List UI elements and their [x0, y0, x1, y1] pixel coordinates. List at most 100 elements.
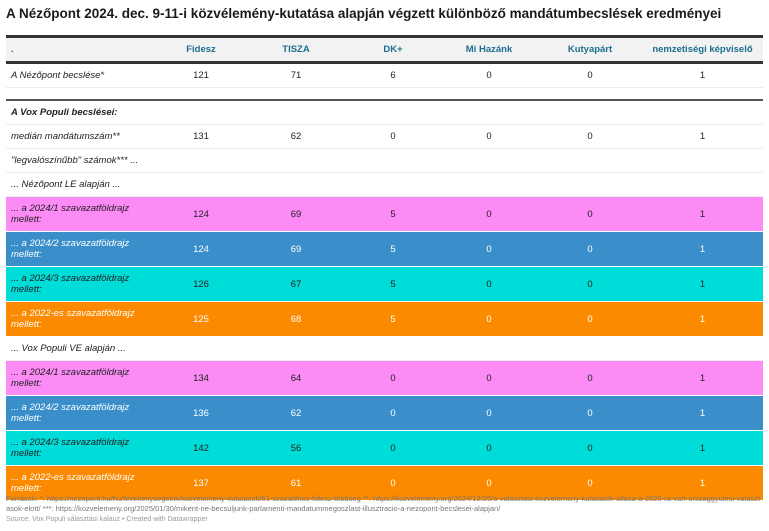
row-label: ... a 2024/2 szavazatföldrajz mellett:: [6, 395, 156, 431]
row-label: ... a 2024/3 szavazatföldrajz mellett:: [6, 266, 156, 302]
cell-value: [642, 336, 763, 361]
table-row: ... Vox Populi VE alapján ...: [6, 336, 763, 361]
cell-value: 0: [440, 266, 538, 302]
row-label: ... a 2024/1 szavazatföldrajz mellett:: [6, 360, 156, 396]
table-row: ... a 2024/2 szavazatföldrajz mellett: 12…: [6, 231, 763, 267]
row-label: medián mandátumszám**: [6, 124, 156, 149]
cell-value: 68: [246, 301, 346, 337]
cell-value: 5: [346, 196, 440, 232]
cell-value: [156, 336, 246, 361]
cell-value: 5: [346, 266, 440, 302]
cell-value: 1: [642, 430, 763, 466]
cell-value: 0: [538, 124, 642, 149]
table-row: A Vox Populi becslései:: [6, 100, 763, 125]
cell-value: [440, 172, 538, 197]
results-table: . Fidesz TISZA DK+ Mi Hazánk Kutyapárt nemzeti…: [6, 35, 763, 501]
cell-value: 5: [346, 231, 440, 267]
table-row: A Nézőpont becslése* 121 71 6 0 0 1: [6, 62, 763, 88]
column-header[interactable]: TISZA: [282, 44, 310, 55]
row-label: ... Nézőpont LE alapján ...: [6, 172, 156, 197]
cell-value: 134: [156, 360, 246, 396]
cell-value: 137: [156, 465, 246, 501]
cell-value: 124: [156, 231, 246, 267]
cell-value: 124: [156, 196, 246, 232]
cell-value: [156, 100, 246, 125]
row-label: ... Vox Populi VE alapján ...: [6, 336, 156, 361]
cell-value: 5: [346, 301, 440, 337]
cell-value: 0: [440, 196, 538, 232]
column-header[interactable]: Fidesz: [186, 44, 216, 55]
cell-value: 0: [346, 124, 440, 149]
table-header: . Fidesz TISZA DK+ Mi Hazánk Kutyapárt nemzeti…: [6, 36, 763, 63]
cell-value: 1: [642, 266, 763, 302]
cell-value: 1: [642, 124, 763, 149]
cell-value: 0: [346, 465, 440, 501]
column-header[interactable]: DK+: [383, 44, 403, 55]
cell-value: 0: [538, 301, 642, 337]
cell-value: 0: [440, 360, 538, 396]
cell-value: 125: [156, 301, 246, 337]
cell-value: [156, 148, 246, 173]
cell-value: [346, 100, 440, 125]
cell-value: 0: [538, 196, 642, 232]
table-row: ... a 2022-es szavazatföldrajz mellett: 1…: [6, 465, 763, 501]
cell-value: 0: [440, 301, 538, 337]
cell-value: 0: [538, 430, 642, 466]
cell-value: [246, 100, 346, 125]
cell-value: 0: [346, 430, 440, 466]
cell-value: 69: [246, 231, 346, 267]
column-header[interactable]: Kutyapárt: [567, 44, 613, 55]
column-header[interactable]: nemzetiségi képviselő: [652, 44, 753, 55]
table-row: medián mandátumszám** 131 62 0 0 0 1: [6, 124, 763, 149]
cell-value: 126: [156, 266, 246, 302]
cell-value: 1: [642, 196, 763, 232]
cell-value: [346, 172, 440, 197]
table-row: ... a 2024/1 szavazatföldrajz mellett: 13…: [6, 360, 763, 396]
row-label: ... a 2024/3 szavazatföldrajz mellett:: [6, 430, 156, 466]
cell-value: 0: [538, 465, 642, 501]
source-credit: Source: Vox Populi választási kalauz • C…: [6, 516, 208, 523]
cell-value: 0: [440, 430, 538, 466]
column-header[interactable]: .: [11, 44, 14, 55]
table-row: ... a 2024/1 szavazatföldrajz mellett: 12…: [6, 196, 763, 232]
table-row: "legvalószínűbb" számok*** ...: [6, 148, 763, 173]
cell-value: 0: [440, 62, 538, 88]
row-label: "legvalószínűbb" számok*** ...: [6, 148, 156, 173]
row-label: A Nézőpont becslése*: [6, 62, 156, 88]
cell-value: [642, 100, 763, 125]
cell-value: 0: [538, 360, 642, 396]
cell-value: 1: [642, 62, 763, 88]
cell-value: 0: [440, 231, 538, 267]
cell-value: [156, 172, 246, 197]
row-label: ... a 2022-es szavazatföldrajz mellett:: [6, 465, 156, 501]
cell-value: [538, 172, 642, 197]
table-row: ... a 2024/3 szavazatföldrajz mellett: 14…: [6, 430, 763, 466]
cell-value: [346, 148, 440, 173]
cell-value: 0: [538, 266, 642, 302]
cell-value: 0: [440, 124, 538, 149]
page-title: A Nézőpont 2024. dec. 9-11-i közvélemény…: [6, 6, 722, 21]
cell-value: 62: [246, 395, 346, 431]
column-header[interactable]: Mi Hazánk: [465, 44, 513, 55]
cell-value: [440, 100, 538, 125]
row-label: ... a 2024/2 szavazatföldrajz mellett:: [6, 231, 156, 267]
cell-value: 62: [246, 124, 346, 149]
cell-value: 69: [246, 196, 346, 232]
cell-value: 142: [156, 430, 246, 466]
cell-value: [642, 172, 763, 197]
cell-value: 61: [246, 465, 346, 501]
cell-value: 0: [440, 465, 538, 501]
cell-value: [642, 148, 763, 173]
spacer: [6, 87, 763, 101]
cell-value: [440, 336, 538, 361]
cell-value: [538, 148, 642, 173]
cell-value: 0: [440, 395, 538, 431]
cell-value: 1: [642, 231, 763, 267]
cell-value: [440, 148, 538, 173]
cell-value: 1: [642, 301, 763, 337]
cell-value: [246, 148, 346, 173]
row-label: A Vox Populi becslései:: [6, 100, 156, 125]
cell-value: [246, 172, 346, 197]
cell-value: 0: [346, 395, 440, 431]
footer-notes: Források: *: https://nezopont.hu/hu/teve…: [6, 494, 760, 513]
